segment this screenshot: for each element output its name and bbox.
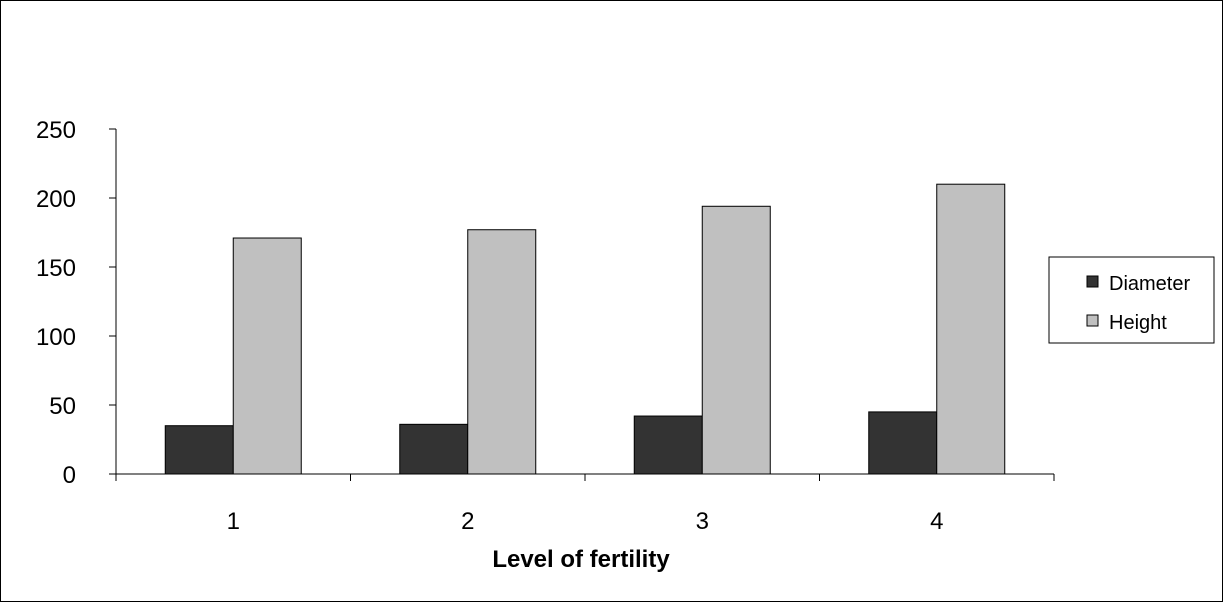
y-tick-label: 200 bbox=[36, 186, 76, 213]
legend-swatch-height bbox=[1086, 314, 1099, 327]
y-axis: 0 50 100 150 200 250 bbox=[36, 117, 117, 489]
y-tick-label: 50 bbox=[49, 393, 76, 420]
legend-label-diameter: Diameter bbox=[1109, 273, 1190, 295]
y-tick-label: 100 bbox=[36, 324, 76, 351]
y-tick-label: 150 bbox=[36, 255, 76, 282]
bars bbox=[164, 183, 1006, 475]
x-tick-label: 4 bbox=[930, 508, 943, 535]
x-axis-title: Level of fertility bbox=[492, 546, 670, 573]
y-tick-label: 0 bbox=[63, 462, 76, 489]
y-tick-label: 250 bbox=[36, 117, 76, 144]
bar-diameter-1 bbox=[164, 425, 234, 475]
bar-diameter-4 bbox=[868, 411, 938, 475]
bar-diameter-3 bbox=[633, 415, 703, 475]
legend-box bbox=[1048, 256, 1215, 344]
x-tick-label: 1 bbox=[227, 508, 240, 535]
legend-swatch-diameter bbox=[1086, 275, 1099, 288]
bar-height-1 bbox=[232, 237, 302, 475]
x-axis: 1 2 3 4 bbox=[115, 473, 1055, 535]
bar-height-2 bbox=[467, 229, 537, 475]
bar-diameter-2 bbox=[399, 423, 469, 475]
x-tick-label: 2 bbox=[461, 508, 474, 535]
x-tick-label: 3 bbox=[696, 508, 709, 535]
bar-height-3 bbox=[701, 205, 771, 475]
bar-height-4 bbox=[936, 183, 1006, 475]
legend-label-height: Height bbox=[1109, 312, 1167, 334]
legend: Diameter Height bbox=[1048, 256, 1215, 344]
